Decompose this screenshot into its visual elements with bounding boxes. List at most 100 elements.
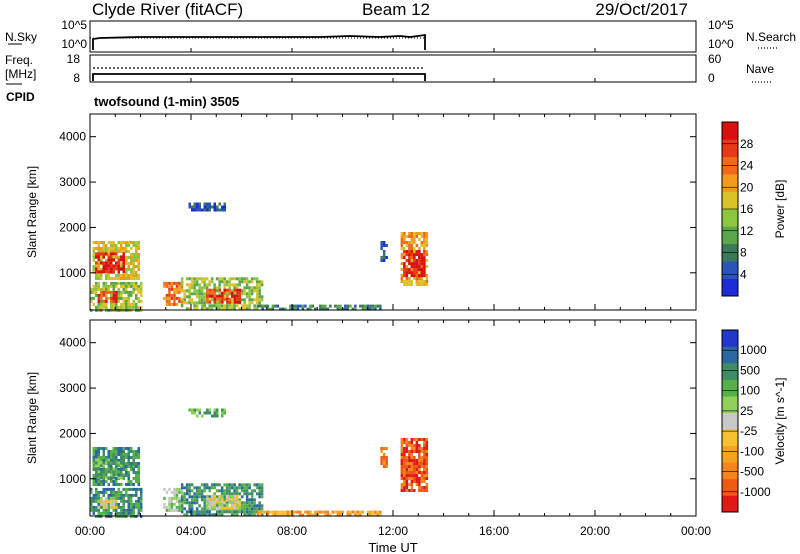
data-cell	[170, 296, 174, 300]
data-cell	[413, 447, 416, 450]
data-cell	[198, 411, 201, 415]
data-cell	[180, 486, 184, 490]
data-cell	[102, 267, 105, 271]
data-cell	[289, 513, 292, 517]
data-cell	[258, 501, 261, 505]
data-cell	[107, 487, 110, 491]
data-cell	[223, 492, 226, 496]
data-cell	[168, 499, 171, 503]
data-cell	[231, 500, 234, 504]
data-cell	[102, 467, 105, 471]
data-cell	[243, 501, 246, 505]
data-cell	[95, 483, 98, 486]
data-cell	[423, 280, 426, 283]
data-cell	[97, 467, 100, 471]
data-cell	[110, 284, 113, 288]
data-cell	[425, 253, 429, 256]
data-cell	[175, 490, 179, 494]
data-cell	[279, 307, 282, 311]
data-cell	[255, 280, 259, 284]
data-cell	[110, 252, 113, 256]
data-cell	[314, 307, 317, 311]
data-cell	[235, 486, 239, 490]
data-cell	[245, 283, 249, 287]
data-cell	[110, 487, 113, 491]
data-cell	[127, 499, 130, 503]
data-cell	[260, 489, 264, 493]
data-cell	[105, 502, 108, 506]
data-cell	[206, 202, 209, 206]
data-cell	[107, 453, 110, 456]
data-cell	[95, 456, 98, 459]
data-cell	[211, 291, 214, 295]
data-cell	[379, 510, 382, 514]
data-cell	[400, 477, 404, 480]
data-cell	[253, 513, 256, 517]
data-cell	[188, 492, 191, 496]
data-cell	[188, 289, 191, 293]
data-cell	[420, 232, 424, 235]
data-cell	[210, 280, 214, 284]
data-cell	[425, 453, 429, 456]
data-cell	[415, 462, 419, 465]
data-cell	[170, 490, 174, 494]
data-cell	[253, 501, 256, 505]
data-cell	[183, 289, 186, 293]
data-cell	[410, 244, 414, 247]
data-cell	[380, 244, 383, 247]
data-cell	[425, 280, 429, 283]
data-cell	[408, 453, 411, 456]
data-cell	[200, 277, 204, 281]
data-cell	[122, 264, 125, 268]
data-cell	[215, 286, 219, 290]
data-cell	[420, 277, 424, 280]
data-cell	[112, 277, 115, 280]
data-cell	[127, 511, 130, 515]
data-cell	[405, 280, 409, 283]
data-cell	[281, 513, 285, 517]
data-cell	[95, 261, 98, 265]
colorbar-tick-label: -500	[740, 465, 764, 479]
data-cell	[220, 489, 224, 493]
data-cell	[196, 414, 199, 418]
data-cell	[117, 474, 120, 477]
data-cell	[329, 513, 332, 517]
data-cell	[185, 489, 189, 493]
colorbar-title: Velocity [m s^-1]	[773, 378, 787, 465]
data-cell	[125, 456, 128, 459]
data-cell	[125, 296, 128, 300]
data-cell	[405, 489, 409, 492]
data-cell	[100, 505, 103, 509]
data-cell	[413, 489, 416, 492]
data-cell	[408, 235, 411, 238]
data-cell	[423, 247, 426, 250]
data-cell	[127, 241, 130, 244]
data-cell	[266, 307, 270, 311]
data-cell	[420, 271, 424, 275]
data-cell	[95, 480, 98, 483]
data-cell	[236, 300, 239, 304]
data-cell	[403, 247, 406, 250]
data-cell	[132, 511, 135, 515]
data-cell	[218, 283, 221, 287]
data-cell	[122, 261, 125, 265]
colorbar-segment	[722, 379, 738, 397]
data-cell	[120, 476, 123, 480]
data-cell	[423, 471, 426, 475]
data-cell	[183, 298, 186, 302]
data-cell	[255, 283, 259, 287]
data-cell	[110, 493, 113, 497]
data-cell	[137, 274, 140, 277]
data-cell	[206, 503, 209, 507]
data-cell	[137, 487, 140, 491]
data-cell	[400, 235, 404, 238]
data-cell	[125, 468, 128, 471]
data-cell	[175, 287, 179, 291]
data-cell	[215, 495, 219, 499]
data-cell	[127, 474, 130, 477]
data-cell	[218, 292, 221, 296]
colorbar-segment	[722, 396, 738, 414]
data-cell	[100, 274, 103, 277]
data-cell	[420, 489, 424, 492]
